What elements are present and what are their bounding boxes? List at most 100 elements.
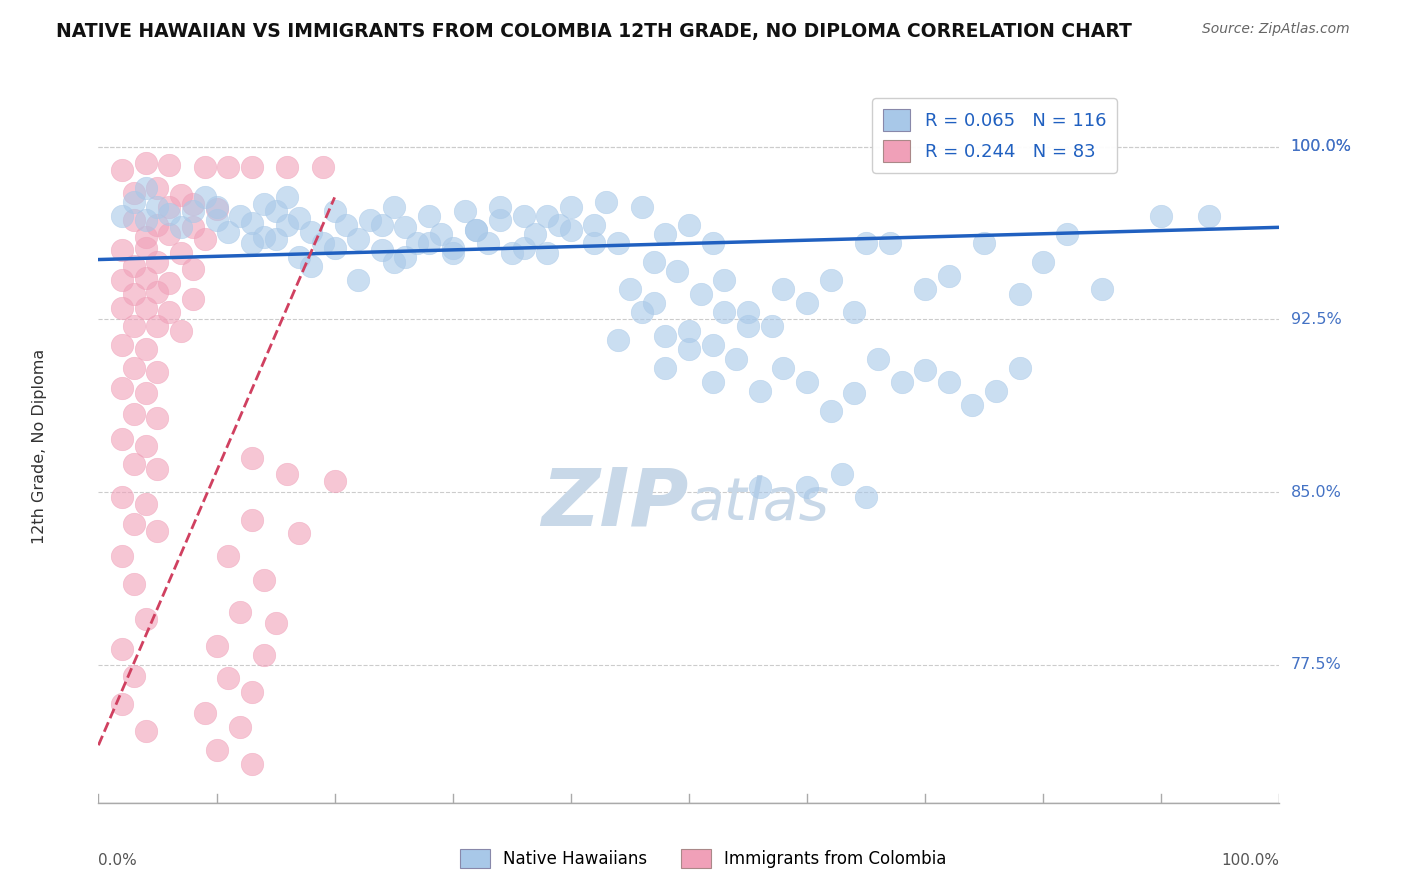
Point [205,640,228,654]
Point [796,375,818,389]
Point [122,213,145,227]
Point [135,301,157,315]
Point [335,218,357,232]
Point [772,283,794,297]
Point [844,305,866,319]
Point [157,158,180,172]
Point [418,209,440,223]
Point [122,194,145,209]
Point [111,244,134,258]
Point [702,236,724,251]
Point [323,204,346,219]
Point [111,432,134,446]
Point [359,213,381,227]
Point [146,218,169,232]
Point [122,186,145,200]
Point [630,305,652,319]
Point [111,549,134,564]
Point [111,641,134,656]
Point [111,697,134,711]
Text: NATIVE HAWAIIAN VS IMMIGRANTS FROM COLOMBIA 12TH GRADE, NO DIPLOMA CORRELATION C: NATIVE HAWAIIAN VS IMMIGRANTS FROM COLOM… [56,22,1132,41]
Point [512,241,534,255]
Point [583,218,606,232]
Point [157,206,180,220]
Point [347,232,370,246]
Point [240,685,263,699]
Point [253,229,276,244]
Point [122,287,145,301]
Point [855,236,877,251]
Point [135,229,157,244]
Point [276,190,298,204]
Point [430,227,453,242]
Point [299,260,322,274]
Point [181,204,204,219]
Point [146,462,169,476]
Point [548,218,571,232]
Point [135,343,157,357]
Point [299,225,322,239]
Point [111,301,134,315]
Point [323,241,346,255]
Point [146,255,169,269]
Point [382,255,405,269]
Point [205,200,228,214]
Point [914,363,936,377]
Point [217,549,239,564]
Point [654,328,676,343]
Point [489,213,512,227]
Point [737,305,759,319]
Point [772,360,794,375]
Point [135,241,157,255]
Point [146,524,169,538]
Point [914,283,936,297]
Point [761,319,783,334]
Point [288,250,311,264]
Point [1198,209,1220,223]
Point [595,194,617,209]
Point [1032,255,1054,269]
Point [465,222,488,236]
Point [194,190,217,204]
Point [170,188,193,202]
Point [560,200,582,214]
Point [536,245,558,260]
Point [122,260,145,274]
Point [312,236,335,251]
Point [157,227,180,242]
Point [276,218,298,232]
Point [855,490,877,504]
Point [170,324,193,338]
Text: Source: ZipAtlas.com: Source: ZipAtlas.com [1202,22,1350,37]
Point [844,386,866,401]
Point [229,605,252,619]
Point [560,222,582,236]
Point [170,245,193,260]
Point [512,209,534,223]
Point [1150,209,1173,223]
Point [418,236,440,251]
Legend: Native Hawaiians, Immigrants from Colombia: Native Hawaiians, Immigrants from Colomb… [453,842,953,875]
Point [288,526,311,541]
Point [122,517,145,532]
Text: 92.5%: 92.5% [1291,312,1341,326]
Point [146,365,169,379]
Point [702,375,724,389]
Point [713,273,735,287]
Legend: R = 0.065   N = 116, R = 0.244   N = 83: R = 0.065 N = 116, R = 0.244 N = 83 [872,98,1116,173]
Text: 85.0%: 85.0% [1291,484,1341,500]
Point [253,648,276,663]
Point [157,305,180,319]
Point [122,669,145,683]
Point [1008,360,1031,375]
Point [111,209,134,223]
Point [984,384,1007,398]
Point [229,209,252,223]
Point [111,337,134,351]
Point [264,232,287,246]
Point [323,474,346,488]
Text: ZIP: ZIP [541,464,689,542]
Point [240,513,263,527]
Point [619,283,641,297]
Point [382,200,405,214]
